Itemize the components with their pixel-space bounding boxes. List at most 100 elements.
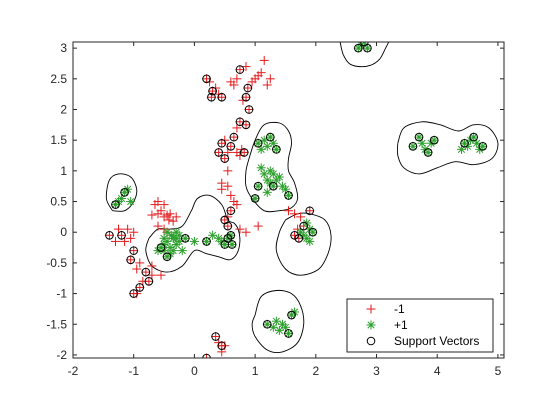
pos-point-46 [268, 181, 278, 191]
neg-point-8 [229, 80, 239, 90]
support-vector-25 [135, 283, 145, 292]
neg-point-16 [256, 68, 266, 78]
neg-point-91 [217, 347, 227, 357]
neg-point-94 [290, 209, 300, 219]
support-vector-48 [250, 194, 260, 203]
decision-boundary-1 [105, 173, 138, 212]
support-vector-33 [305, 206, 315, 216]
neg-point-87 [211, 332, 221, 342]
decision-boundaries [105, 41, 499, 353]
support-vector-9 [235, 117, 245, 127]
support-vector-18 [220, 215, 230, 225]
neg-point-47 [223, 221, 233, 231]
neg-point-39 [217, 184, 227, 194]
neg-point-93 [284, 206, 293, 216]
neg-point-77 [132, 264, 142, 274]
decision-boundary-0 [339, 41, 390, 68]
support-vector-53 [284, 329, 293, 338]
pos-point-54 [262, 187, 272, 197]
y-tick-label-6: 0 [60, 225, 67, 239]
pos-point-24 [177, 246, 187, 256]
x-tick-label-7: 5 [495, 364, 502, 378]
support-vector-4 [235, 65, 245, 74]
neg-point-60 [171, 212, 181, 222]
neg-point-48 [235, 224, 245, 234]
support-vector-59 [414, 132, 424, 142]
support-vector-26 [129, 289, 139, 298]
support-vector-13 [214, 148, 223, 157]
support-vector-64 [478, 142, 488, 151]
decision-boundary-2 [145, 194, 241, 273]
support-vector-15 [239, 148, 249, 157]
neg-point-3 [211, 83, 221, 93]
y-tick-label-1: 2.5 [50, 72, 67, 86]
y-tick-label-9: -1.5 [46, 317, 67, 331]
neg-point-37 [223, 166, 233, 176]
neg-point-64 [153, 221, 163, 231]
legend-symbol-1 [366, 320, 376, 330]
neg-point-52 [153, 197, 163, 207]
neg-point-70 [110, 236, 120, 246]
pos-point-56 [250, 193, 260, 203]
support-vector-1 [208, 86, 217, 96]
neg-point-82 [135, 282, 145, 292]
pos-point-77 [408, 141, 418, 151]
neg-point-6 [214, 89, 224, 99]
pos-point-41 [271, 144, 281, 154]
y-tick-label-4: 1 [60, 164, 67, 178]
support-vector-11 [226, 142, 236, 151]
neg-point-69 [117, 230, 127, 240]
neg-point-86 [147, 261, 157, 271]
neg-point-92 [202, 353, 212, 358]
pos-point-25 [180, 233, 190, 243]
neg-point-29 [217, 138, 227, 148]
support-vector-62 [460, 138, 469, 148]
support-vector-49 [269, 181, 278, 191]
support-vector-37 [162, 252, 172, 262]
support-vector-32 [294, 234, 304, 243]
neg-point-67 [126, 233, 136, 243]
neg-point-19 [265, 74, 275, 84]
legend-label-support: Support Vectors [394, 334, 479, 348]
pos-point-78 [414, 132, 424, 142]
support-vector-3 [217, 92, 227, 102]
support-vector-28 [217, 341, 227, 351]
neg-point-78 [141, 267, 151, 277]
support-vector-24 [144, 277, 154, 286]
neg-point-27 [226, 141, 236, 151]
support-vector-23 [141, 267, 151, 277]
neg-point-41 [226, 190, 236, 200]
neg-point-36 [239, 147, 249, 157]
support-vector-0 [202, 74, 211, 84]
y-tick-label-2: 2 [60, 102, 67, 116]
support-vector-58 [408, 142, 418, 151]
support-vector-55 [354, 43, 363, 53]
decision-boundary-3 [244, 121, 299, 213]
support-vector-22 [126, 255, 135, 265]
pos-point-60 [305, 236, 315, 246]
pos-point-5 [126, 197, 136, 207]
neg-point-40 [223, 181, 233, 191]
support-vector-50 [284, 191, 293, 200]
pos-point-38 [262, 141, 272, 151]
neg-point-81 [138, 276, 148, 286]
support-vector-43 [227, 240, 237, 249]
support-vector-46 [272, 145, 281, 154]
neg-point-31 [220, 154, 230, 164]
support-vector-63 [469, 132, 478, 142]
x-tick-label-2: 0 [191, 364, 198, 378]
neg-point-84 [129, 289, 139, 299]
neg-point-50 [253, 221, 263, 231]
support-vector-57 [363, 43, 372, 53]
pos-point-88 [469, 132, 479, 142]
pos-point-53 [268, 169, 278, 179]
support-vector-30 [299, 221, 308, 231]
neg-point-4 [206, 92, 216, 102]
neg-point-21 [238, 95, 248, 105]
neg-point-1 [205, 77, 215, 87]
pos-point-81 [423, 147, 433, 157]
legend-symbol-2 [366, 336, 376, 346]
support-vector-21 [129, 246, 139, 255]
legend-label-neg: -1 [394, 302, 405, 316]
